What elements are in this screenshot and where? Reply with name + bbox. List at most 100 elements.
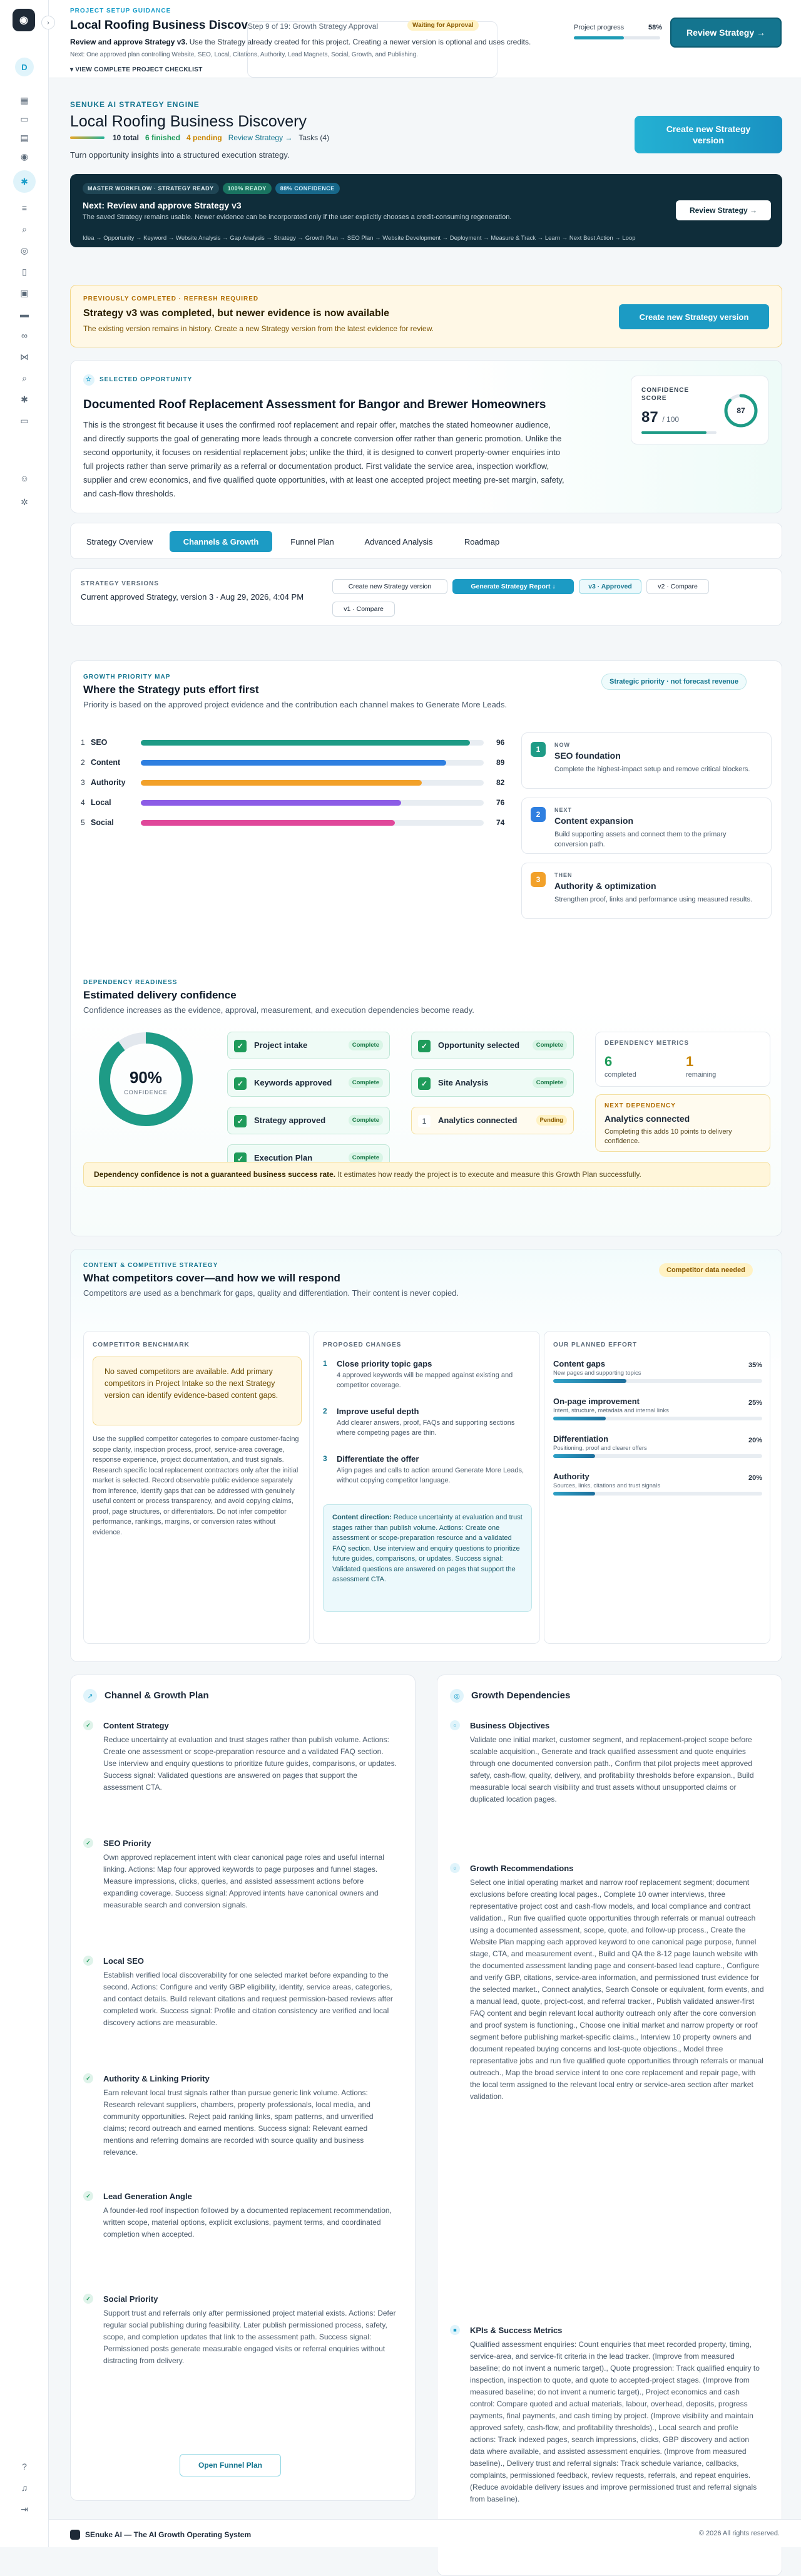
competitive-strategy-card: CONTENT & COMPETITIVE STRATEGY What comp… [70,1249,782,1662]
effort-fill [553,1379,626,1383]
dependency-status: Complete [532,1077,567,1088]
folder-icon[interactable]: ▭ [20,113,29,124]
workflow-pill: MASTER WORKFLOW · STRATEGY READY [83,183,219,194]
competitive-desc: Competitors are used as a benchmark for … [83,1288,459,1298]
effort-percent: 20% [748,1474,762,1482]
effort-track [553,1454,762,1458]
tab-roadmap[interactable]: Roadmap [464,536,500,547]
channel-label: SEO [91,738,108,747]
workflow-review-button[interactable]: Review Strategy → [676,200,771,220]
strategic-priority-tag: Strategic priority · not forecast revenu… [601,674,747,690]
generate-report-button[interactable]: Generate Strategy Report ↓ [452,579,574,594]
help-icon[interactable]: ? [22,2461,27,2471]
collapse-sidebar-button[interactable]: › [41,16,55,29]
check-icon: ✓ [234,1077,247,1090]
window-icon[interactable]: ▭ [20,415,29,426]
refresh-desc: The existing version remains in history.… [83,324,434,333]
sparkle-icon[interactable]: ✱ [13,170,36,193]
ready-pill: 100% READY [222,183,272,194]
no-competitors-warning: No saved competitors are available. Add … [93,1357,302,1425]
channel-track [141,800,484,806]
open-funnel-plan-button[interactable]: Open Funnel Plan [180,2454,281,2476]
dependency-item: ✓ Project intake Complete [227,1032,390,1059]
change-desc: Align pages and calls to action around G… [337,1467,524,1484]
channel-label: Authority [91,778,126,787]
view-checklist-link[interactable]: ▾ VIEW COMPLETE PROJECT CHECKLIST [70,66,203,73]
tab-advanced-analysis[interactable]: Advanced Analysis [364,536,433,547]
selected-opportunity-card: ☆ SELECTED OPPORTUNITY Documented Roof Re… [70,360,782,513]
link-icon[interactable]: ∞ [21,331,28,341]
channel-rank: 5 [81,818,85,827]
refresh-required-banner: PREVIOUSLY COMPLETED · REFRESH REQUIRED … [70,285,782,347]
version-v3-button[interactable]: v3 · Approved [579,579,641,594]
target-icon[interactable]: ◎ [20,245,29,255]
search-icon[interactable]: ⌕ [22,223,27,234]
competitor-benchmark-box: COMPETITOR BENCHMARK No saved competitor… [83,1331,310,1644]
effort-item: Authority Sources, links, citations and t… [553,1472,762,1503]
effort-fill [553,1454,595,1458]
layers-icon[interactable]: ▣ [20,287,29,298]
tab-channels-growth[interactable]: Channels & Growth [170,531,272,552]
remaining-label: remaining [686,1071,717,1079]
effort-title: Content gaps [553,1359,606,1368]
sparkle-icon-2[interactable]: ✱ [21,394,28,404]
competitor-data-tag: Competitor data needed [659,1263,753,1277]
plan-item-desc: Support trust and referrals only after p… [103,2309,396,2365]
logout-icon[interactable]: ⇥ [21,2503,28,2514]
tab-strategy-overview[interactable]: Strategy Overview [86,536,153,547]
location-icon[interactable]: ◉ [20,151,29,162]
completed-label: completed [605,1071,636,1079]
create-version-button[interactable]: Create new Strategy version [332,579,447,594]
tab-funnel-plan[interactable]: Funnel Plan [290,536,334,547]
list-icon[interactable]: ≡ [21,203,28,213]
step-desc: Complete the highest-impact setup and re… [554,766,750,773]
dependency-status: Complete [348,1040,383,1050]
effort-track [553,1379,762,1383]
check-icon: ✓ [234,1040,247,1052]
app-logo[interactable]: ◉ [13,9,35,31]
card-icon[interactable]: ▬ [20,309,29,319]
proposed-change: 1 Close priority topic gaps 4 approved key… [323,1359,532,1400]
channel-value: 76 [496,798,505,807]
page-title: Local Roofing Business Discovery [70,113,307,130]
workflow-desc: The saved Strategy remains usable. Newer… [83,213,512,221]
growth-dependencies: ◎ Growth Dependencies ○ Business Objectiv… [437,1675,782,2576]
next-dependency: NEXT DEPENDENCY Analytics connected Comp… [595,1094,770,1152]
channel-bar-row: 4 Local 76 [81,796,513,809]
priority-step: 3 THEN Authority & optimization Strengthen … [521,863,772,919]
dashboard-icon[interactable]: ▦ [20,95,29,105]
bullet-icon: ○ [450,1863,460,1873]
dependency-title: Keywords approved [254,1078,332,1087]
change-title: Close priority topic gaps [337,1359,432,1368]
settings-icon[interactable]: ✲ [21,496,28,507]
version-v1-button[interactable]: v1 · Compare [332,602,395,617]
star-icon: ☆ [83,374,94,386]
file-icon[interactable]: ▯ [22,266,27,277]
svg-text:87: 87 [737,406,745,415]
review-strategy-button[interactable]: Review Strategy → [670,18,782,48]
bullet-icon: ■ [450,2325,460,2335]
workflow-panel: MASTER WORKFLOW · STRATEGY READY 100% RE… [70,174,782,247]
next-dependency-desc: Completing this adds 10 points to delive… [605,1128,732,1145]
user-avatar[interactable]: D [15,58,34,76]
search-icon-2[interactable]: ⌕ [22,372,27,383]
dependency-status: Complete [532,1040,567,1050]
task-stat[interactable]: Review Strategy → [228,133,293,142]
refresh-create-button[interactable]: Create new Strategy version [619,304,769,329]
create-strategy-version-button[interactable]: Create new Strategy version [635,116,782,153]
completed-count: 6 [605,1054,613,1069]
share-icon[interactable]: ⋈ [20,351,29,362]
channel-value: 89 [496,758,505,767]
document-icon[interactable]: ▤ [20,132,29,143]
next-dependency-title: Analytics connected [605,1114,690,1124]
effort-percent: 20% [748,1437,762,1444]
plan-item-title: Authority & Linking Priority [103,2074,210,2083]
change-desc: 4 approved keywords will be mapped again… [337,1372,513,1389]
proposed-change: 2 Improve useful depth Add clearer answers… [323,1407,532,1448]
bell-icon[interactable]: ♫ [21,2483,28,2493]
users-icon[interactable]: ☺ [19,473,29,483]
priority-step: 2 NEXT Content expansion Build supporting a… [521,798,772,854]
version-v2-button[interactable]: v2 · Compare [646,579,709,594]
effort-sub: New pages and supporting topics [553,1370,641,1377]
growth-dependency-title: Business Objectives [470,1721,550,1730]
